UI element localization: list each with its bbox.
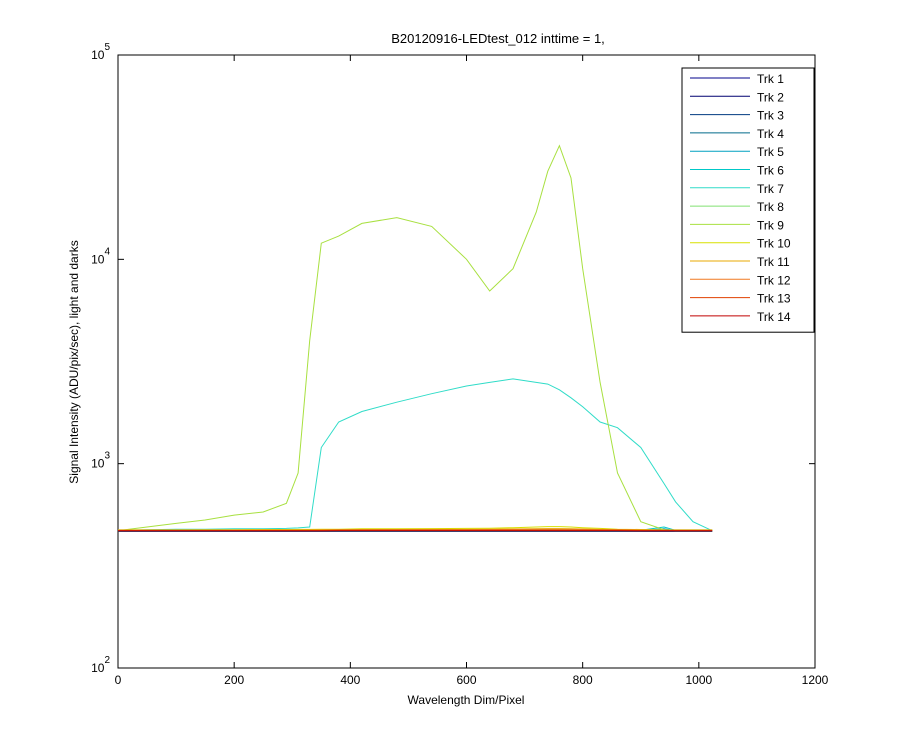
x-axis-label: Wavelength Dim/Pixel [408,693,525,707]
x-tick-label: 0 [115,673,122,687]
y-tick-label: 105 [91,42,110,62]
y-tick-label: 102 [91,655,110,675]
x-tick-label: 1000 [685,673,712,687]
y-tick-base: 10 [91,48,105,62]
y-tick-base: 10 [91,252,105,266]
y-axis-label: Signal Intensity (ADU/pix/sec), light an… [67,240,81,483]
legend-label: Trk 11 [757,255,790,269]
x-tick-label: 600 [456,673,476,687]
legend-label: Trk 3 [757,109,784,123]
y-tick-exponent: 2 [104,655,110,666]
legend-box [681,67,815,333]
y-tick-base: 10 [91,661,105,675]
y-tick-exponent: 3 [104,451,110,462]
y-tick-label: 103 [91,451,110,471]
legend-label: Trk 8 [757,200,784,214]
legend-label: Trk 5 [757,145,784,159]
y-tick-exponent: 5 [104,42,110,53]
legend-label: Trk 14 [757,310,791,324]
x-tick-label: 1200 [802,673,829,687]
x-tick-label: 400 [340,673,360,687]
y-tick-base: 10 [91,457,105,471]
x-tick-label: 800 [573,673,593,687]
y-tick-label: 104 [91,246,110,266]
series-line [117,144,713,532]
legend-label: Trk 7 [757,182,784,196]
legend-label: Trk 12 [757,273,791,287]
legend-label: Trk 4 [757,127,784,141]
legend-label: Trk 6 [757,164,784,178]
legend-label: Trk 10 [757,237,791,251]
legend-label: Trk 13 [757,292,791,306]
y-tick-exponent: 4 [104,246,110,257]
legend-label: Trk 1 [757,72,784,86]
x-tick-label: 200 [224,673,244,687]
legend-label: Trk 2 [757,90,784,104]
legend-label: Trk 9 [757,218,784,232]
chart-title: B20120916-LEDtest_012 inttime = 1, [391,31,605,46]
series-line [117,378,713,532]
